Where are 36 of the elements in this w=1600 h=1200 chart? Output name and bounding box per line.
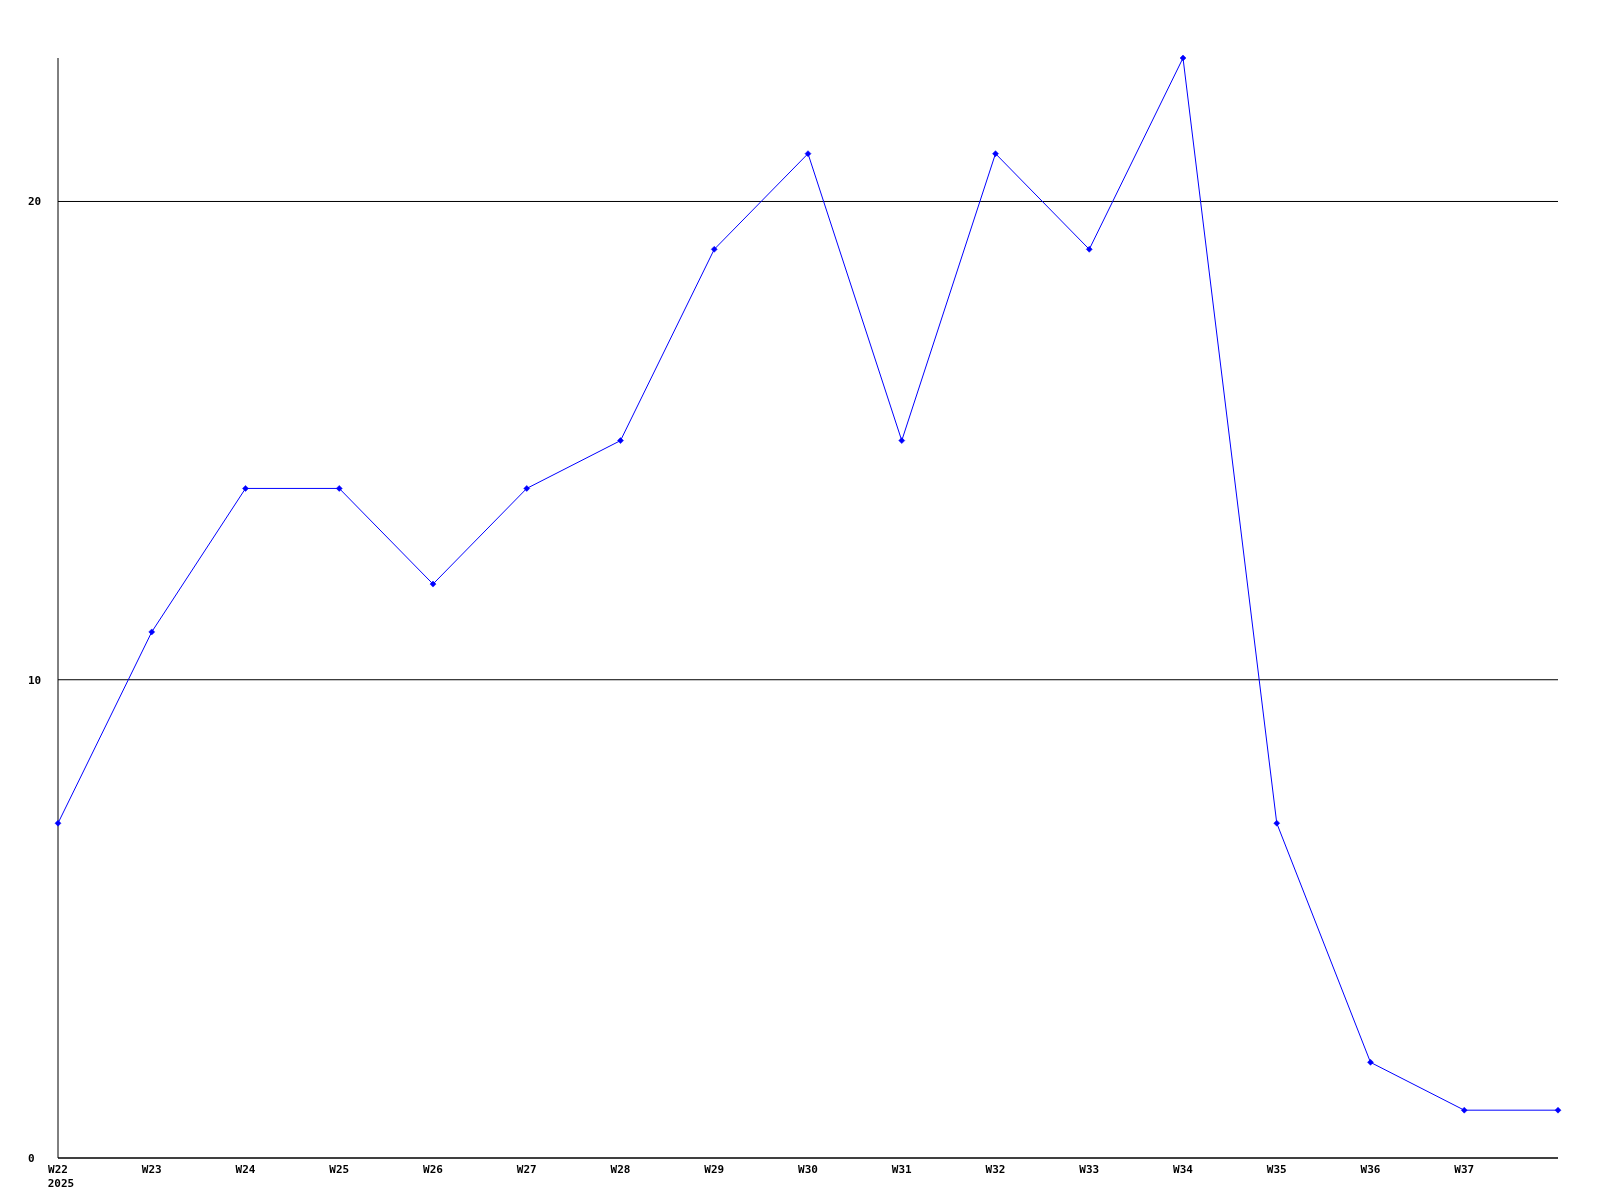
x-tick-label: W28 [610,1163,631,1176]
x-tick-label: W26 [423,1163,444,1176]
x-tick-label: W27 [516,1163,537,1176]
x-tick-label: W31 [891,1163,913,1176]
x-tick-label: W29 [704,1163,725,1176]
point [429,580,437,588]
x-tick-label: W22 2025 [47,1163,75,1190]
y-tick-label: 20 [28,195,42,209]
point [992,150,999,157]
y-tick-label: 10 [28,673,42,687]
point [1273,819,1280,827]
point [148,628,155,636]
point [1179,54,1187,62]
point [523,485,530,492]
point [242,485,249,492]
x-tick-label: W30 [798,1163,818,1176]
point [711,246,718,253]
x-tick-label: W35 [1266,1163,1287,1176]
x-tick-label: W32 [985,1163,1006,1176]
point [804,150,812,157]
point [617,437,624,444]
point [1461,1106,1468,1114]
point [336,485,343,492]
y-tick-label: 0 [28,1152,35,1165]
point [1367,1059,1374,1066]
point [54,819,62,827]
point [898,437,905,444]
x-tick-label: W33 [1079,1163,1100,1176]
x-tick-label: W24 [235,1163,256,1176]
x-tick-label: W36 [1360,1163,1381,1176]
x-tick-label: W23 [141,1163,162,1176]
point [1554,1106,1562,1114]
point [1086,246,1093,253]
x-tick-label: W34 [1173,1163,1194,1176]
x-tick-label: W25 [329,1163,350,1176]
x-tick-label: W37 [1454,1163,1475,1176]
